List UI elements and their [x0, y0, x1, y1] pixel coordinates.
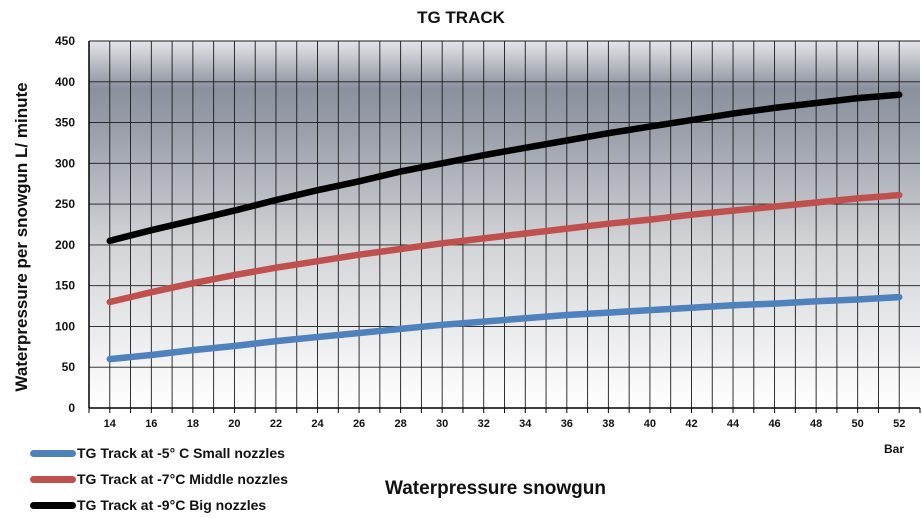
- series-lines: [106, 91, 903, 363]
- legend-swatch: [30, 501, 76, 509]
- x-tick-label: 50: [852, 418, 864, 430]
- y-tick-label: 50: [62, 360, 76, 374]
- x-tick-label: 22: [270, 418, 282, 430]
- y-tick-label: 300: [55, 156, 75, 170]
- x-tick-label: 46: [768, 418, 780, 430]
- axes: [88, 41, 921, 413]
- x-tick-label: 14: [104, 418, 117, 430]
- chart-title: TG TRACK: [417, 8, 505, 27]
- x-tick-label: 38: [602, 418, 614, 430]
- y-axis-label: Waterpressure per snowgun L/ minute: [12, 82, 31, 392]
- y-tick-label: 0: [68, 401, 75, 415]
- x-tick-label: 16: [145, 418, 157, 430]
- legend-label: TG Track at -9°C Big nozzles: [77, 497, 267, 513]
- y-tick-label: 150: [55, 279, 75, 293]
- y-tick-label: 250: [55, 197, 75, 211]
- legend-item: TG Track at -9°C Big nozzles: [30, 492, 288, 518]
- y-tick-label: 200: [55, 238, 75, 252]
- x-tick-label: 52: [893, 418, 905, 430]
- x-tick-label: 40: [644, 418, 656, 430]
- x-tick-label: 32: [478, 418, 490, 430]
- legend-item: TG Track at -5° C Small nozzles: [30, 440, 288, 466]
- legend-swatch: [30, 449, 76, 457]
- legend-swatch: [30, 475, 76, 483]
- grid: [89, 40, 920, 408]
- x-tick-label: 18: [187, 418, 199, 430]
- x-tick-label: 20: [228, 418, 240, 430]
- x-tick-label: 24: [311, 418, 324, 430]
- y-tick-label: 100: [55, 319, 75, 333]
- series-line-2: [106, 191, 903, 306]
- y-tick-label: 400: [55, 75, 75, 89]
- x-axis-unit: Bar: [884, 442, 905, 456]
- y-tick-label: 350: [55, 116, 75, 130]
- series-line-3: [106, 91, 903, 245]
- x-tick-label: 44: [727, 418, 740, 430]
- tick-labels: 0 50 100 150 200 250 300 350 400 450 14 16 18 20 22 24 2…: [55, 34, 905, 430]
- x-tick-label: 42: [685, 418, 697, 430]
- legend: TG Track at -5° C Small nozzles TG Track…: [30, 440, 288, 518]
- legend-item: TG Track at -7°C Middle nozzles: [30, 466, 288, 492]
- x-tick-label: 30: [436, 418, 448, 430]
- x-tick-label: 36: [561, 418, 573, 430]
- series-line-1: [106, 293, 903, 363]
- x-tick-label: 28: [395, 418, 407, 430]
- x-tick-label: 48: [810, 418, 822, 430]
- x-tick-label: 34: [519, 418, 532, 430]
- legend-label: TG Track at -7°C Middle nozzles: [77, 471, 288, 487]
- y-tick-label: 450: [55, 34, 75, 48]
- legend-label: TG Track at -5° C Small nozzles: [77, 445, 285, 461]
- x-axis-label: Waterpressure snowgun: [385, 478, 607, 499]
- x-tick-label: 26: [353, 418, 365, 430]
